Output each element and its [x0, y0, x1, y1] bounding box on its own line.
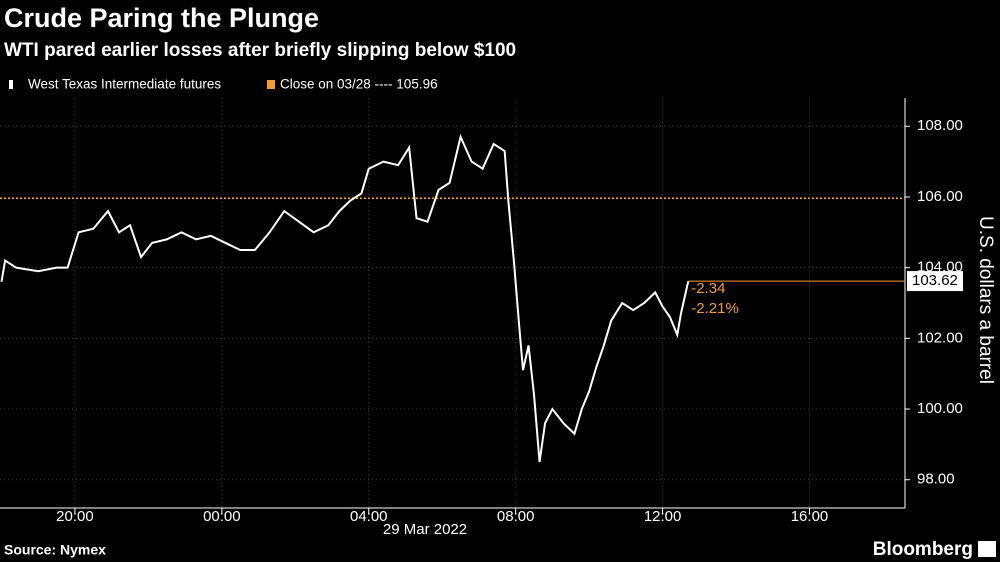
y-tick-label: 100.00 — [917, 400, 963, 417]
brand: Bloomberg — [873, 539, 973, 560]
chart-title: Crude Paring the Plunge — [4, 3, 319, 33]
last-value-box — [907, 271, 963, 292]
legend-swatch — [267, 80, 275, 89]
y-tick-label: 106.00 — [917, 188, 963, 205]
x-tick-label: 12:00 — [644, 508, 682, 525]
legend-label: Close on 03/28 ---- 105.96 — [280, 77, 438, 92]
x-tick-label: 08:00 — [497, 508, 535, 525]
y-tick-label: 108.00 — [917, 117, 963, 134]
source: Source: Nymex — [4, 542, 106, 558]
x-tick-label: 04:00 — [350, 508, 388, 525]
x-tick-label: 00:00 — [203, 508, 241, 525]
x-tick-label: 16:00 — [791, 508, 829, 525]
x-axis-label: 29 Mar 2022 — [383, 521, 467, 538]
last-value-label: 103.62 — [912, 272, 958, 289]
chart-subtitle: WTI pared earlier losses after briefly s… — [4, 40, 516, 61]
legend-swatch — [9, 80, 13, 89]
change-label: -2.34 — [691, 280, 725, 297]
y-axis-label: U.S. dollars a barrel — [975, 216, 996, 384]
legend-label: West Texas Intermediate futures — [28, 77, 221, 92]
x-tick-label: 20:00 — [56, 508, 94, 525]
change-label: -2.21% — [691, 300, 739, 317]
y-tick-label: 102.00 — [917, 329, 963, 346]
y-tick-label: 98.00 — [917, 471, 955, 488]
brand-icon — [978, 541, 996, 557]
price-line — [0, 133, 690, 463]
